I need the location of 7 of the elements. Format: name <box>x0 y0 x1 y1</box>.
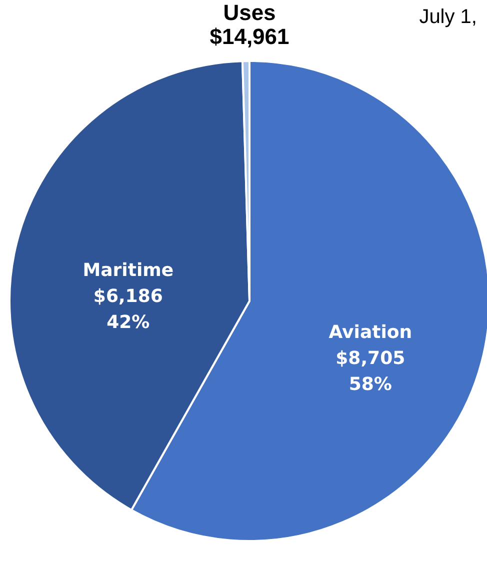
data-label: $6,186 42% <box>93 286 163 333</box>
chart-title: Uses <box>223 0 276 25</box>
chart-subtitle: $14,961 <box>210 24 290 49</box>
data-label: $8,705 58% <box>336 348 406 395</box>
slice-label: Maritime <box>82 260 174 281</box>
slice-label: Aviation <box>328 322 412 343</box>
text: July 1, <box>419 6 477 29</box>
